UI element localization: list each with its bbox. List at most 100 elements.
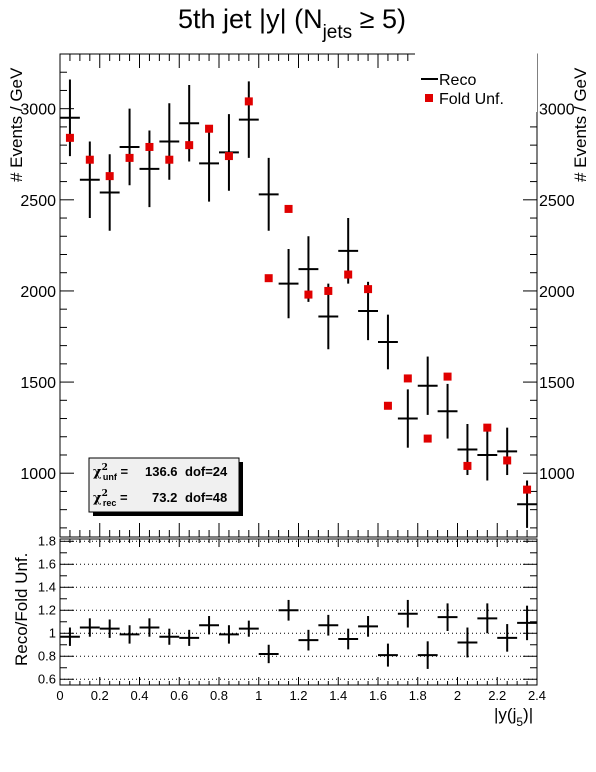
ratio-point [79, 618, 100, 637]
ratio-point [159, 628, 180, 645]
fold-unf-point [324, 286, 333, 295]
reco-point [437, 383, 458, 439]
chart-title: 5th jet |y| (Njets ≥ 5) [178, 4, 406, 43]
ratio-point [397, 599, 418, 628]
fold-unf-point [65, 133, 74, 142]
reco-point [397, 389, 418, 448]
reco-point [238, 81, 259, 158]
ratio-point [99, 619, 120, 638]
fold-unf-point [344, 270, 353, 279]
reco-point [60, 79, 80, 157]
reco-point [159, 103, 180, 180]
fold-unf-point [145, 142, 154, 151]
y-tick-label-right: 3000 [539, 102, 575, 119]
reco-point [179, 84, 200, 162]
legend-reco-label: Reco [439, 72, 476, 89]
fold-unf-point [364, 285, 373, 294]
y-axis-label-right: # Events / GeV [571, 67, 590, 182]
fold-unf-point [403, 374, 412, 383]
legend-background [415, 52, 537, 112]
legend-fold-label: Fold Unf. [439, 91, 504, 108]
ratio-point [278, 599, 299, 621]
x-tick-label: 2.2 [488, 688, 506, 703]
reco-point [278, 249, 299, 319]
fold-unf-point [125, 153, 134, 162]
x-tick-label: 1 [255, 688, 262, 703]
ratio-series [60, 599, 537, 669]
ratio-y-tick-label: 1.6 [38, 556, 56, 571]
fold-unf-point [383, 401, 392, 410]
ratio-point [199, 616, 219, 635]
ratio-point [517, 605, 537, 641]
x-tick-label: 0.4 [130, 688, 148, 703]
fold-unf-point [165, 155, 174, 164]
legend: Reco Fold Unf. [415, 52, 537, 112]
ratio-y-tick-label: 1 [49, 625, 56, 640]
ratio-point [60, 627, 80, 646]
x-tick-label: 1.6 [369, 688, 387, 703]
reco-point [477, 429, 498, 481]
fold-unf-point [224, 152, 233, 161]
reco-point [258, 157, 279, 231]
ratio-plot-frame [59, 538, 538, 686]
ratio-point [477, 603, 498, 634]
reco-point [139, 130, 160, 208]
reco-point [497, 427, 518, 476]
fold-unf-point [244, 97, 253, 106]
stats-box-background [88, 457, 240, 513]
y-tick-label-left: 3000 [20, 102, 56, 119]
fold-unf-point [205, 124, 214, 133]
ratio-point [219, 625, 239, 644]
x-tick-label: 0.2 [91, 688, 109, 703]
ratio-point [497, 624, 518, 652]
chi2-stats-box: χ2 unf = 136.6 dof=24 χ2 rec = 73.2 dof=48 [88, 457, 243, 516]
ratio-y-ticks: 0.6 0.8 1 1.2 1.4 1.6 1.8 [38, 533, 537, 686]
reco-point [417, 356, 438, 415]
ratio-point [258, 644, 279, 664]
x-tick-label: 1.4 [329, 688, 347, 703]
fold-unf-point [483, 423, 492, 432]
reco-series [60, 79, 537, 528]
fold-unf-point [284, 204, 293, 213]
fold-unf-point [503, 456, 512, 465]
x-tick-label: 2.4 [528, 688, 546, 703]
x-tick-label: 1.2 [289, 688, 307, 703]
y-tick-label-left: 2000 [20, 284, 56, 301]
y-tick-label-right: 2500 [539, 193, 575, 210]
main-y-tick-labels: 1000 1000 1500 1500 2000 2000 2500 2500 3000 3000 [20, 102, 574, 484]
legend-fold-marker [425, 94, 433, 102]
fold-unf-point [423, 434, 432, 443]
ratio-point [417, 641, 438, 669]
ratio-point [457, 627, 478, 658]
ratio-y-tick-label: 0.8 [38, 648, 56, 663]
main-y-ticks [60, 71, 537, 529]
x-tick-label: 0.6 [170, 688, 188, 703]
fold-unf-point [85, 155, 94, 164]
x-tick-label: 1.8 [409, 688, 427, 703]
ratio-point [358, 616, 378, 637]
y-tick-label-left: 1000 [20, 466, 56, 483]
ratio-point [139, 618, 160, 637]
x-tick-label: 0.8 [210, 688, 228, 703]
y-axis-label-left: # Events / GeV [7, 67, 26, 182]
fold-unf-point [463, 461, 472, 470]
x-axis-label: |y(j5)| [494, 705, 533, 729]
ratio-y-tick-label: 0.6 [38, 671, 56, 686]
reco-point [119, 108, 140, 186]
fold-unf-point [264, 274, 273, 283]
fold-unf-point [185, 141, 194, 150]
ratio-y-tick-label: 1.8 [38, 533, 56, 548]
fold-unf-point [105, 172, 114, 181]
chi2-unf-line: χ2 unf = 136.6 dof=24 [93, 463, 228, 482]
ratio-point [437, 603, 458, 631]
ratio-y-tick-label: 1.4 [38, 579, 56, 594]
chi2-rec-line: χ2 rec = 73.2 dof=48 [93, 489, 227, 508]
reco-point [99, 154, 120, 231]
reco-point [79, 141, 100, 219]
y-tick-label-right: 1000 [539, 466, 575, 483]
ratio-point [338, 628, 359, 650]
ratio-point [179, 629, 200, 646]
ratio-point [119, 625, 140, 644]
y-tick-label-right: 1500 [539, 375, 575, 392]
y-tick-label-right: 2000 [539, 284, 575, 301]
